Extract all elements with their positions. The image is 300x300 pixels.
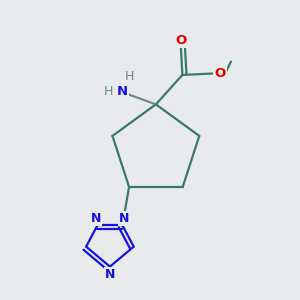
- Text: N: N: [116, 85, 128, 98]
- Text: H: H: [125, 70, 134, 83]
- Text: O: O: [175, 34, 187, 47]
- Text: H: H: [104, 85, 113, 98]
- Text: O: O: [214, 67, 226, 80]
- Text: N: N: [91, 212, 101, 225]
- Text: N: N: [105, 268, 115, 281]
- Text: N: N: [119, 212, 129, 225]
